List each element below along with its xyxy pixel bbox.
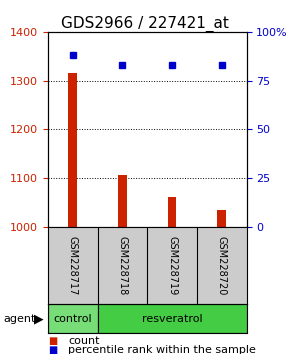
- Bar: [68, 73, 77, 227]
- Text: GSM228719: GSM228719: [167, 236, 177, 295]
- Bar: [48, 304, 97, 333]
- Text: ■: ■: [48, 345, 57, 354]
- Bar: [118, 176, 127, 227]
- Text: resveratrol: resveratrol: [142, 314, 202, 324]
- Text: agent: agent: [3, 314, 35, 324]
- Text: GSM228717: GSM228717: [68, 236, 78, 295]
- Text: GDS2966 / 227421_at: GDS2966 / 227421_at: [61, 16, 229, 32]
- Text: percentile rank within the sample: percentile rank within the sample: [68, 345, 256, 354]
- Text: count: count: [68, 336, 100, 346]
- Text: ■: ■: [48, 336, 57, 346]
- Text: GSM228718: GSM228718: [117, 236, 127, 295]
- Text: control: control: [53, 314, 92, 324]
- Bar: [168, 198, 177, 227]
- Text: ▶: ▶: [34, 312, 44, 325]
- Text: GSM228720: GSM228720: [217, 236, 227, 295]
- Bar: [217, 210, 226, 227]
- Bar: [97, 304, 246, 333]
